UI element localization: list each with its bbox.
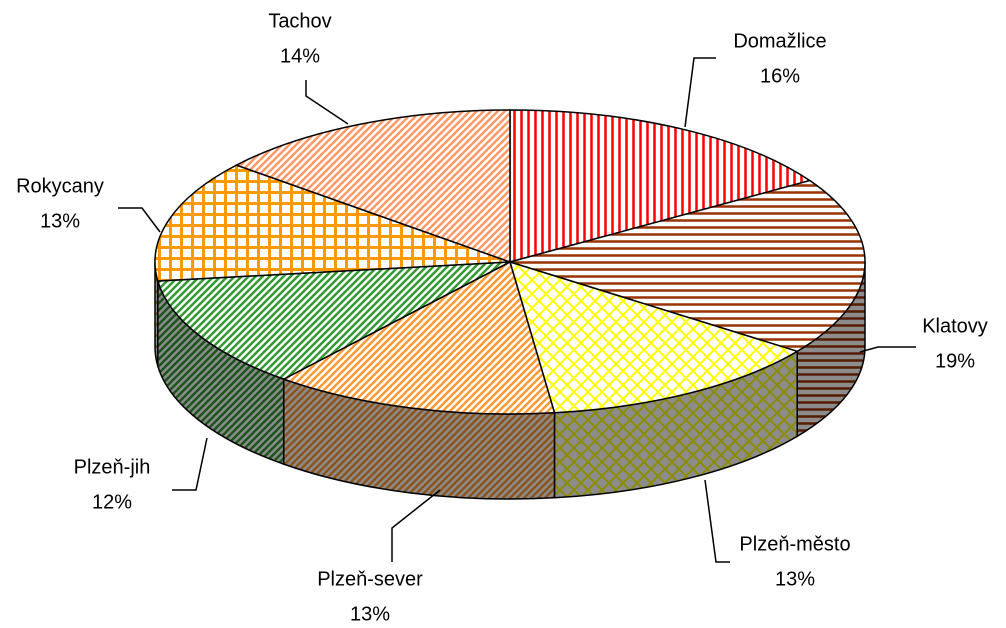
label-value: 19% — [935, 350, 975, 372]
label-name: Plzeň-jih — [74, 456, 151, 478]
leader-line — [305, 80, 349, 125]
slice-side — [283, 379, 555, 499]
leader-line — [684, 57, 716, 128]
label-value: 14% — [280, 45, 320, 67]
slice — [281, 260, 556, 415]
slice — [508, 260, 800, 414]
label-value: 13% — [350, 603, 390, 625]
label-name: Klatovy — [922, 315, 988, 337]
label-value: 13% — [40, 210, 80, 232]
label-value: 13% — [775, 568, 815, 590]
slice — [509, 109, 812, 263]
slice — [156, 261, 511, 380]
slice — [154, 164, 511, 282]
slice-side — [157, 281, 284, 465]
leader-line — [118, 207, 161, 233]
leader-line — [172, 437, 208, 491]
label-name: Tachov — [268, 10, 331, 32]
label-value: 12% — [92, 491, 132, 513]
label-name: Plzeň-město — [739, 533, 850, 555]
label-name: Plzeň-sever — [317, 568, 423, 590]
leader-line — [704, 479, 730, 563]
slice — [507, 179, 866, 353]
label-name: Rokycany — [16, 175, 104, 197]
label-value: 16% — [760, 65, 800, 87]
slice — [234, 109, 511, 264]
slice-side — [554, 351, 798, 498]
leader-line — [859, 346, 916, 353]
label-name: Domažlice — [733, 30, 826, 52]
leader-line — [391, 489, 441, 562]
